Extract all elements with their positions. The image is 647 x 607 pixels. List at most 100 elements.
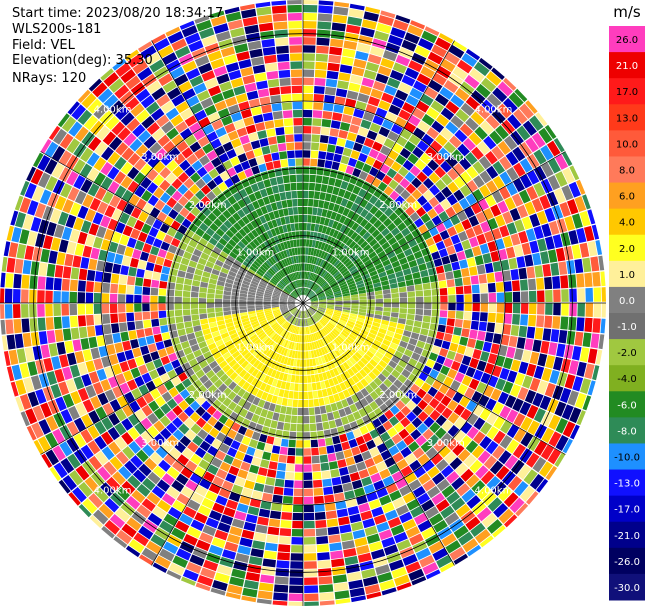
- velocity-gate: [293, 496, 303, 505]
- velocity-gate: [277, 346, 284, 354]
- velocity-gate: [194, 330, 204, 338]
- velocity-gate: [372, 258, 382, 267]
- velocity-gate: [138, 211, 149, 223]
- velocity-gate: [166, 569, 182, 580]
- velocity-gate: [335, 357, 343, 366]
- velocity-gate: [326, 70, 339, 80]
- velocity-gate: [468, 132, 482, 146]
- velocity-gate: [378, 126, 390, 138]
- velocity-gate: [232, 384, 242, 394]
- velocity-gate: [227, 325, 236, 332]
- velocity-gate: [453, 553, 469, 565]
- velocity-gate: [240, 286, 249, 292]
- velocity-gate: [499, 367, 510, 381]
- velocity-gate: [239, 299, 247, 303]
- velocity-gate: [375, 303, 383, 307]
- velocity-gate: [223, 310, 232, 316]
- velocity-gate: [140, 163, 153, 176]
- velocity-gate: [359, 85, 372, 96]
- velocity-gate: [451, 149, 464, 162]
- velocity-gate: [331, 161, 340, 171]
- velocity-gate: [519, 158, 533, 173]
- velocity-gate: [287, 304, 296, 307]
- velocity-gate: [313, 349, 318, 358]
- velocity-gate: [349, 421, 359, 431]
- velocity-gate: [16, 243, 27, 259]
- velocity-gate: [241, 317, 250, 323]
- velocity-gate: [188, 373, 199, 384]
- velocity-gate: [263, 301, 271, 303]
- velocity-gate: [480, 77, 497, 93]
- velocity-gate: [454, 222, 465, 234]
- velocity-gate: [86, 325, 96, 338]
- velocity-gate: [271, 298, 280, 301]
- velocity-gate: [151, 279, 160, 288]
- velocity-gate: [389, 255, 399, 264]
- velocity-gate: [466, 399, 478, 412]
- velocity-gate: [175, 520, 190, 533]
- velocity-gate: [268, 386, 276, 395]
- velocity-gate: [132, 60, 148, 75]
- velocity-gate: [251, 229, 259, 238]
- velocity-gate: [256, 441, 266, 451]
- velocity-gate: [153, 264, 163, 273]
- velocity-gate: [299, 279, 302, 288]
- velocity-gate: [358, 170, 369, 181]
- velocity-gate: [284, 322, 290, 330]
- velocity-gate: [375, 564, 391, 576]
- velocity-gate: [316, 322, 322, 330]
- velocity-gate: [281, 512, 293, 521]
- velocity-gate: [446, 318, 455, 327]
- velocity-gate: [190, 206, 201, 217]
- velocity-gate: [236, 209, 246, 219]
- velocity-gate: [110, 273, 120, 284]
- velocity-gate: [419, 152, 432, 165]
- velocity-gate: [165, 26, 181, 37]
- velocity-gate: [320, 462, 330, 471]
- velocity-gate: [266, 70, 279, 80]
- velocity-gate: [435, 240, 446, 251]
- velocity-gate: [114, 84, 130, 99]
- velocity-gate: [445, 121, 459, 135]
- velocity-gate: [323, 363, 329, 372]
- velocity-gate: [203, 266, 213, 274]
- velocity-gate: [358, 35, 373, 46]
- velocity-gate: [360, 27, 375, 38]
- velocity-gate: [176, 322, 185, 330]
- velocity-gate: [235, 93, 248, 104]
- velocity-gate: [107, 151, 121, 166]
- velocity-gate: [365, 247, 375, 256]
- velocity-gate: [291, 407, 298, 416]
- velocity-gate: [492, 481, 507, 496]
- velocity-gate: [201, 323, 210, 330]
- velocity-gate: [109, 303, 118, 314]
- velocity-gate: [420, 93, 434, 106]
- velocity-gate: [491, 145, 505, 160]
- velocity-gate: [274, 288, 282, 294]
- velocity-gate: [365, 61, 380, 73]
- velocity-gate: [200, 318, 209, 325]
- velocity-gate: [384, 409, 395, 420]
- velocity-gate: [329, 128, 340, 137]
- velocity-gate: [97, 88, 113, 104]
- velocity-gate: [310, 300, 319, 303]
- velocity-gate: [314, 286, 321, 293]
- velocity-gate: [37, 290, 45, 303]
- velocity-gate: [280, 242, 286, 251]
- velocity-gate: [465, 96, 481, 111]
- velocity-gate: [165, 172, 177, 185]
- velocity-gate: [278, 454, 287, 463]
- velocity-gate: [213, 218, 223, 228]
- velocity-gate: [303, 206, 308, 215]
- velocity-gate: [199, 313, 208, 320]
- velocity-gate: [196, 212, 207, 222]
- velocity-gate: [216, 564, 232, 576]
- velocity-gate: [241, 529, 255, 540]
- velocity-gate: [212, 410, 223, 421]
- velocity-gate: [265, 161, 274, 171]
- velocity-gate: [304, 327, 307, 335]
- velocity-gate: [293, 255, 297, 264]
- velocity-gate: [120, 265, 129, 276]
- velocity-gate: [213, 175, 224, 186]
- velocity-gate: [441, 465, 454, 478]
